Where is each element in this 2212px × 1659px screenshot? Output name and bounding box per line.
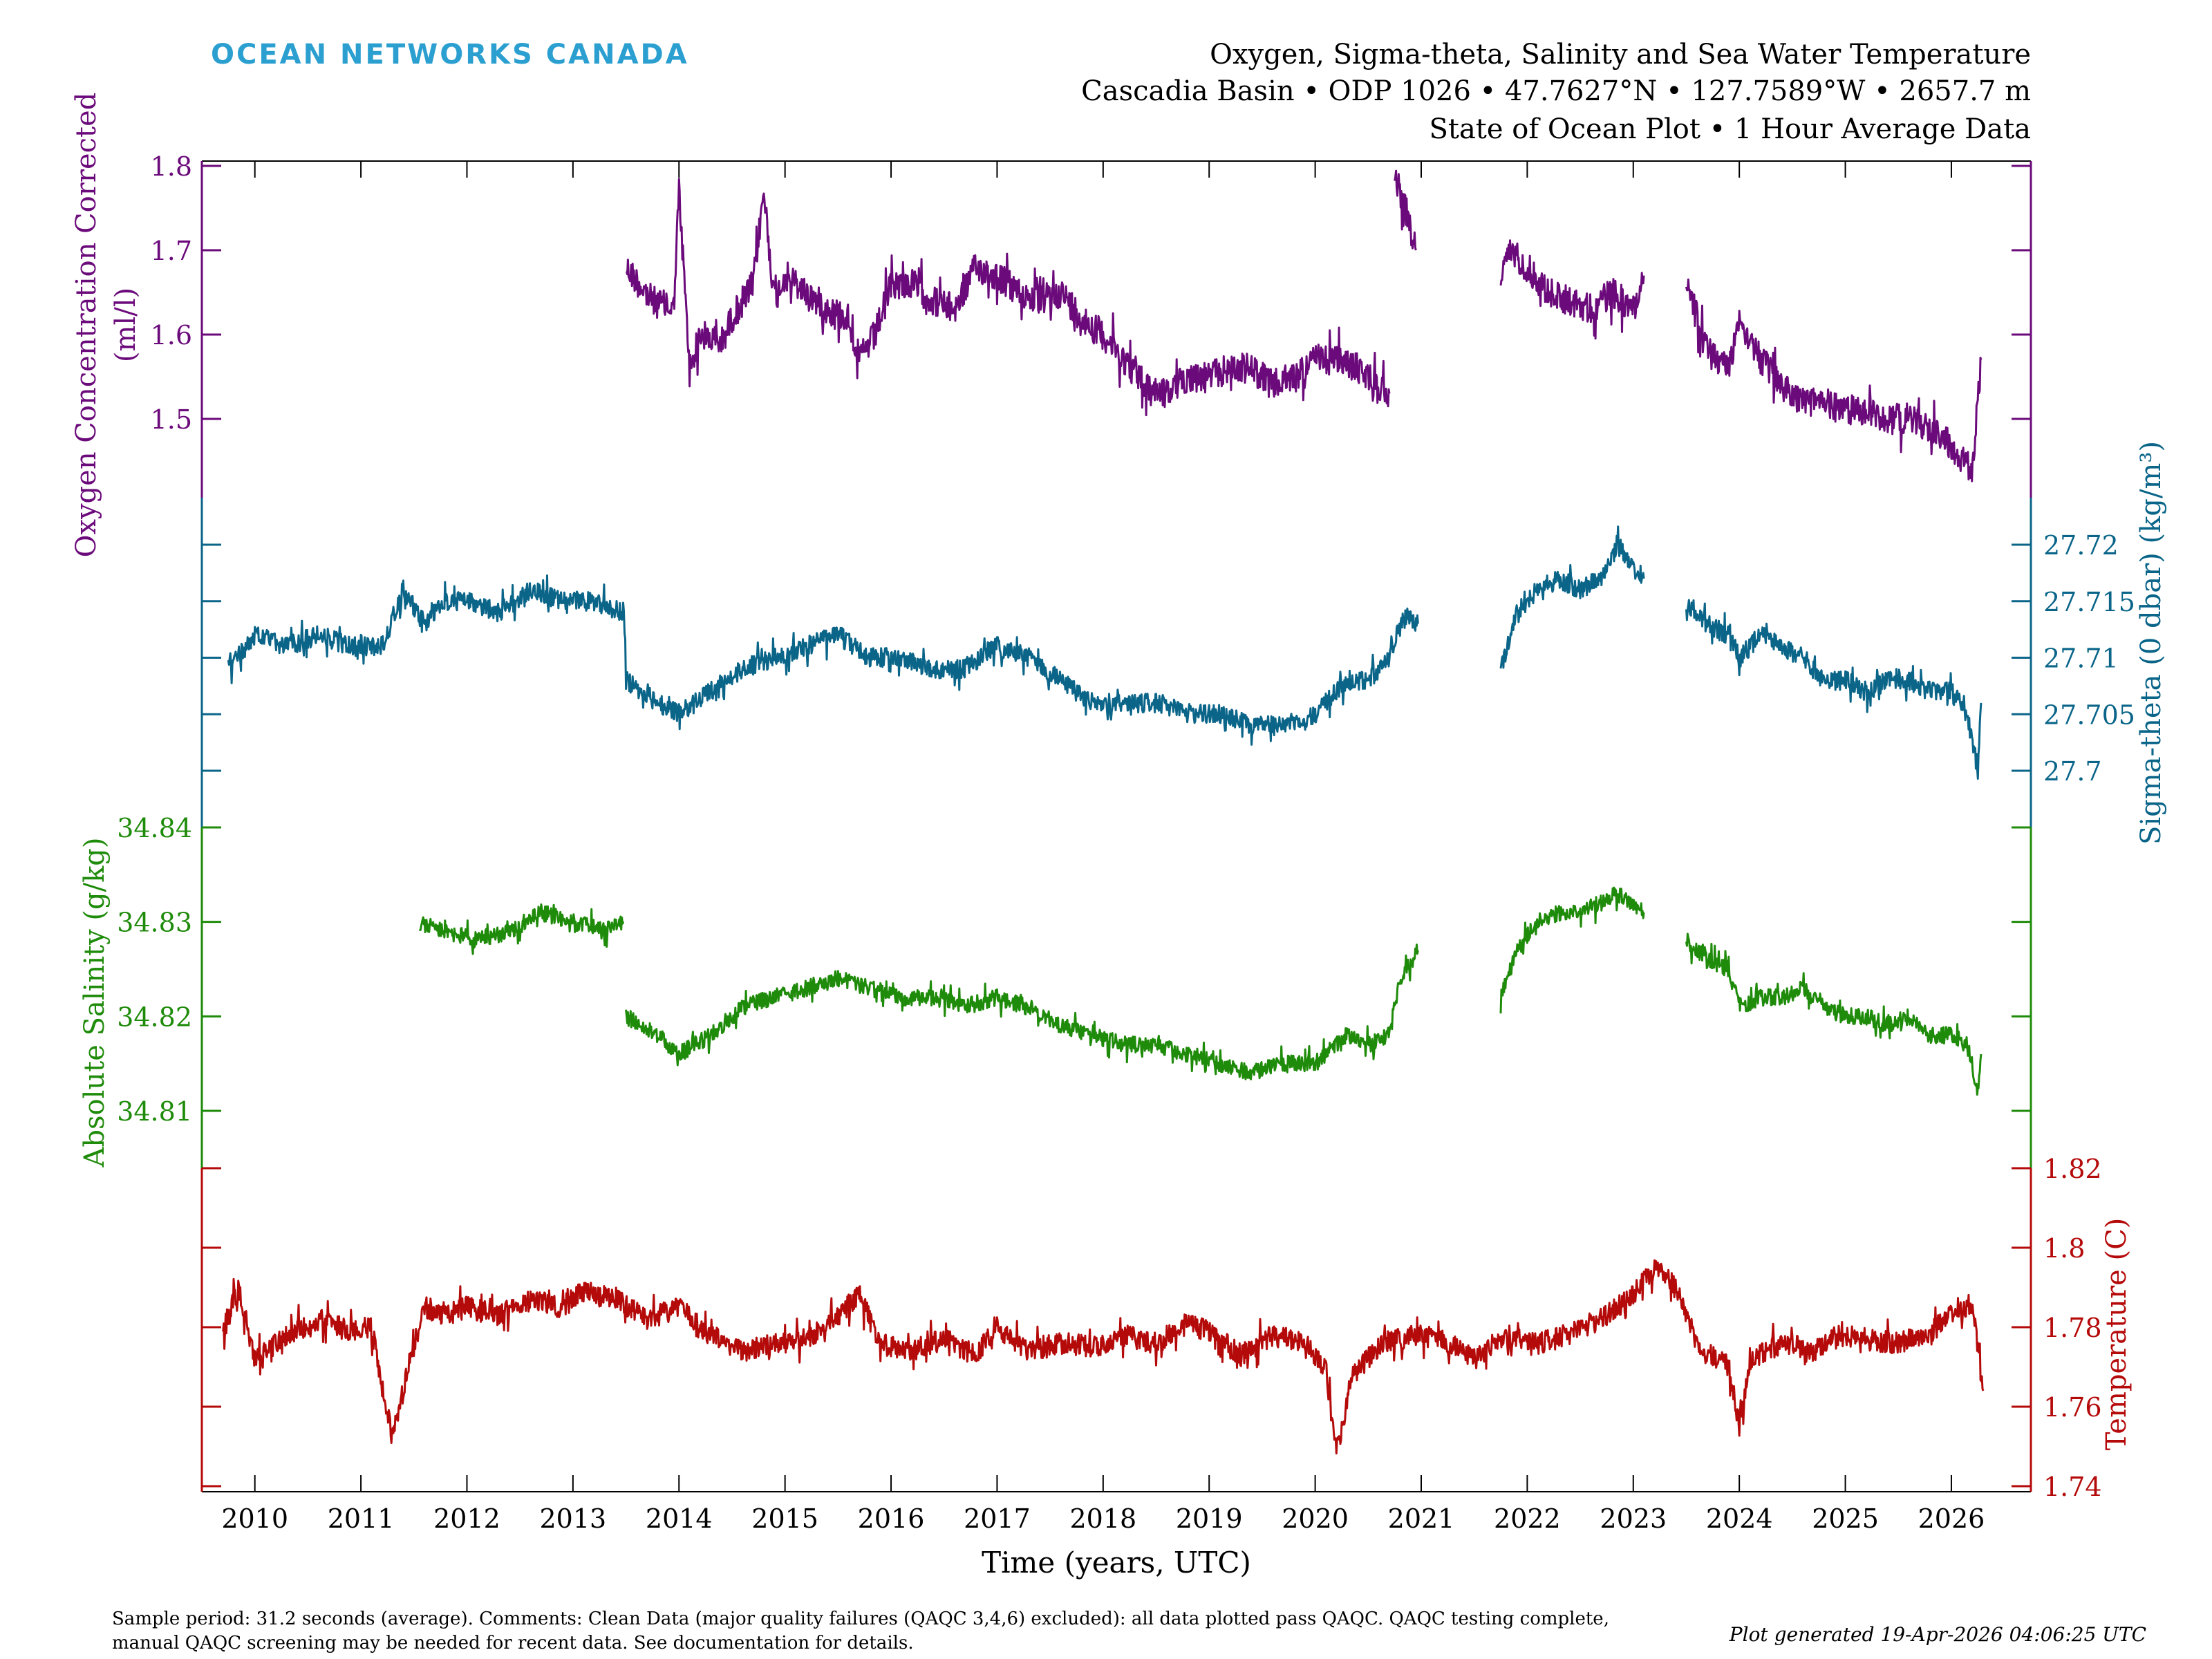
- title-line-2: Cascadia Basin • ODP 1026 • 47.7627°N • …: [1081, 75, 2031, 107]
- axis-labels: Oxygen Concentration Corrected (ml/l) Ab…: [71, 93, 2167, 1580]
- salinity-tick-label: 34.81: [117, 1096, 192, 1127]
- oxygen-line-segment-1: [626, 178, 1391, 417]
- x-tick-label: 2022: [1494, 1503, 1561, 1534]
- x-tick-label: 2017: [964, 1503, 1031, 1534]
- salinity-line-segment-4: [1685, 932, 1983, 1096]
- sigma-line-segment-2: [1499, 525, 1645, 669]
- salinity-line-segment-2: [625, 944, 1419, 1080]
- temperature-axis-label: Temperature (C): [2101, 1218, 2133, 1451]
- sigma-tick-label: 27.705: [2043, 700, 2135, 730]
- oxygen-series: [626, 169, 1983, 482]
- sigma-line-segment-3: [1685, 599, 1983, 780]
- sigma-line-segment-1: [227, 574, 1419, 746]
- title-line-1: Oxygen, Sigma-theta, Salinity and Sea Wa…: [1210, 39, 2031, 71]
- x-tick-label: 2015: [751, 1503, 818, 1534]
- footer-note-line-1: Sample period: 31.2 seconds (average). C…: [112, 1609, 1609, 1629]
- sigma-theta-axis-label: Sigma-theta (0 dbar) (kg/m³): [2135, 441, 2167, 845]
- x-tick-label: 2026: [1918, 1503, 1985, 1534]
- oxygen-tick-label: 1.6: [151, 320, 192, 350]
- temperature-tick-label: 1.8: [2043, 1233, 2085, 1264]
- x-tick-label: 2020: [1282, 1503, 1349, 1534]
- temperature-tick-label: 1.76: [2043, 1392, 2102, 1423]
- sigma-tick-label: 27.72: [2043, 530, 2119, 561]
- salinity-tick-label: 34.84: [117, 813, 192, 843]
- salinity-series: [418, 886, 1983, 1096]
- x-tick-label: 2016: [858, 1503, 925, 1534]
- x-axis-label: Time (years, UTC): [982, 1546, 1251, 1580]
- x-tick-label: 2023: [1600, 1503, 1667, 1534]
- x-tick-label: 2010: [221, 1503, 288, 1534]
- x-axis: 2010 2011 2012 2013 2014 2015 2016 2017 2018 2019…: [221, 161, 1985, 1534]
- salinity-tick-label: 34.83: [117, 908, 192, 938]
- oxygen-tick-label: 1.8: [151, 151, 192, 182]
- title: Oxygen, Sigma-theta, Salinity and Sea Wa…: [1081, 39, 2031, 145]
- x-tick-label: 2011: [328, 1503, 395, 1534]
- sigma-tick-label: 27.71: [2043, 644, 2119, 674]
- y-axes: 1.8 1.7 1.6 1.5 27.72 27.715 27.71 27.705 27.7 34…: [117, 151, 2135, 1502]
- temperature-tick-label: 1.82: [2043, 1154, 2102, 1184]
- x-tick-label: 2012: [433, 1503, 500, 1534]
- x-tick-label: 2018: [1069, 1503, 1136, 1534]
- x-tick-label: 2024: [1706, 1503, 1773, 1534]
- x-tick-label: 2021: [1388, 1503, 1455, 1534]
- x-tick-label: 2025: [1812, 1503, 1879, 1534]
- oxygen-tick-label: 1.5: [151, 404, 192, 435]
- sigma-tick-label: 27.715: [2043, 587, 2135, 617]
- sigma-theta-series: [227, 525, 1983, 780]
- salinity-axis-label: Absolute Salinity (g/kg): [79, 837, 111, 1168]
- sigma-tick-label: 27.7: [2043, 756, 2102, 787]
- oxygen-line-segment-4: [1685, 278, 1983, 482]
- temperature-tick-label: 1.78: [2043, 1313, 2102, 1343]
- x-tick-label: 2019: [1176, 1503, 1243, 1534]
- salinity-line-segment-1: [418, 903, 625, 955]
- salinity-tick-label: 34.82: [117, 1002, 192, 1032]
- oxygen-axis-label-line-2: (ml/l): [110, 288, 142, 362]
- oxygen-axis-label-line-1: Oxygen Concentration Corrected: [71, 93, 102, 558]
- salinity-line-segment-3: [1499, 886, 1645, 1014]
- oxygen-tick-label: 1.7: [151, 236, 192, 266]
- temperature-tick-label: 1.74: [2043, 1472, 2102, 1502]
- x-tick-label: 2014: [646, 1503, 713, 1534]
- title-line-3: State of Ocean Plot • 1 Hour Average Dat…: [1429, 113, 2031, 145]
- oxygen-line-segment-2: [1394, 169, 1417, 251]
- series-lines: [222, 169, 1985, 1454]
- temperature-series: [222, 1259, 1985, 1454]
- x-tick-label: 2013: [540, 1503, 607, 1534]
- oxygen-line-segment-3: [1499, 239, 1645, 340]
- footer-note-line-2: manual QAQC screening may be needed for …: [112, 1633, 914, 1653]
- footer-generated: Plot generated 19-Apr-2026 04:06:25 UTC: [1729, 1623, 2146, 1646]
- footer: Sample period: 31.2 seconds (average). C…: [112, 1609, 2146, 1653]
- brand-logo: OCEAN NETWORKS CANADA: [211, 39, 689, 71]
- temperature-line-segment-1: [222, 1259, 1985, 1454]
